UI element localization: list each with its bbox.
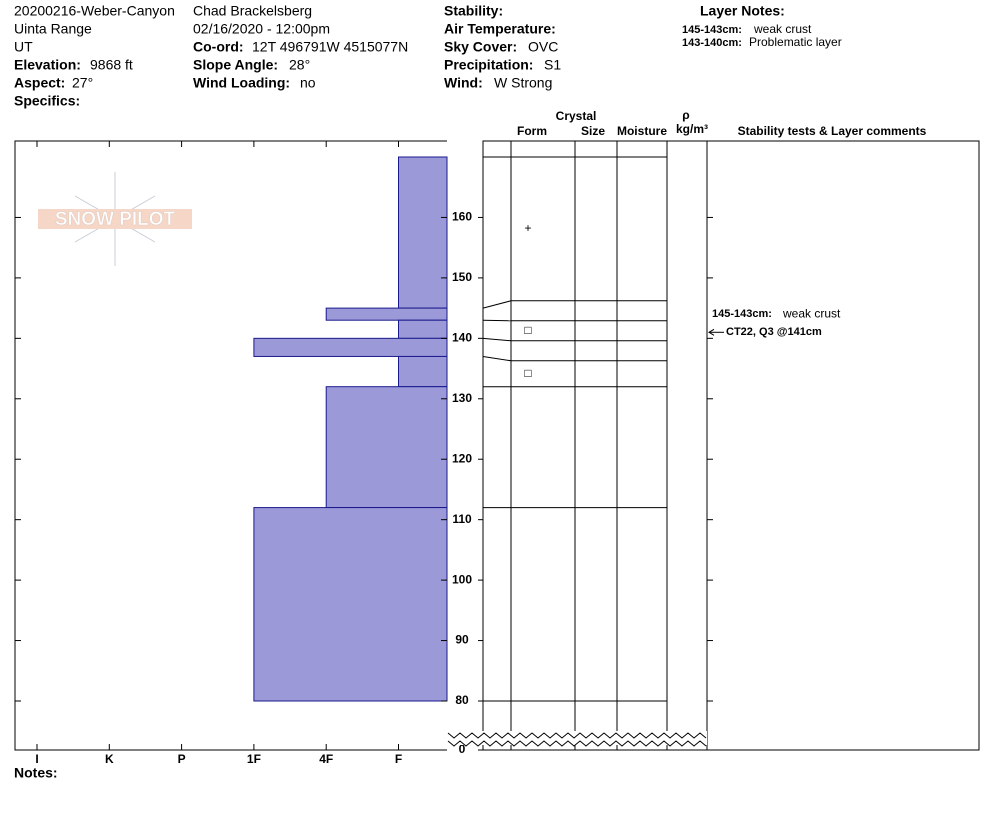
label: Air Temperature: [444, 21, 556, 37]
label: Slope Angle: [193, 57, 278, 73]
hardness-bar [325, 307, 448, 321]
x-tick-label: 4F [319, 752, 333, 766]
label: Specifics: [14, 93, 80, 109]
layer-connector [482, 355, 512, 362]
y-tick-label: 140 [452, 331, 472, 345]
value: 27° [72, 75, 93, 91]
label: Stability: [444, 3, 503, 19]
grain-form: □ [524, 366, 531, 380]
table-frame [482, 140, 980, 751]
header-crystal: Crystal [556, 109, 597, 123]
layer-connector [482, 337, 512, 342]
x-tick-label: 1F [247, 752, 261, 766]
comment-text: weak crust [782, 306, 841, 320]
grain-form: + [524, 221, 531, 235]
header-rho: ρ [682, 108, 689, 122]
note-range: 145-143cm: [682, 24, 742, 36]
label: Precipitation: [444, 57, 533, 73]
y-tick-label: 160 [452, 210, 472, 224]
label: Wind Loading: [193, 75, 290, 91]
y-tick-label: 130 [452, 391, 472, 405]
notes-label: Notes: [14, 765, 58, 781]
value: no [300, 75, 316, 91]
hardness-bar [253, 507, 448, 702]
header-size: Size [581, 124, 605, 138]
hardness-bar [398, 156, 448, 309]
panel-frame [14, 140, 447, 751]
label: Wind: [444, 75, 483, 91]
hardness-bar [398, 355, 448, 388]
state: UT [14, 39, 33, 55]
y-tick-label: 120 [452, 451, 472, 465]
value: S1 [544, 57, 561, 73]
observer: Chad Brackelsberg [193, 3, 312, 19]
value: 12T 496791W 4515077N [252, 39, 408, 55]
layer-connector [482, 319, 512, 322]
header: 20200216-Weber-Canyon Uinta Range UT Ele… [14, 3, 842, 109]
header-moisture: Moisture [617, 124, 667, 138]
value: OVC [528, 39, 558, 55]
y-tick-label: 0 [459, 742, 466, 756]
test-label: CT22, Q3 @141cm [726, 326, 822, 338]
label: Sky Cover: [444, 39, 517, 55]
pit-name: 20200216-Weber-Canyon [14, 3, 175, 19]
hardness-bar [253, 337, 448, 357]
label: Co-ord: [193, 39, 244, 55]
value: W Strong [494, 75, 552, 91]
header-density: kg/m³ [676, 122, 708, 136]
x-tick-label: P [178, 752, 186, 766]
y-tick-label: 150 [452, 270, 472, 284]
axis-break-line [447, 740, 707, 747]
header-form: Form [517, 124, 547, 138]
y-tick-label: 110 [452, 512, 472, 526]
column-headers: Crystal Form Size Moisture ρ kg/m³ Stabi… [517, 108, 927, 138]
hardness-bar [398, 319, 448, 339]
value: 9868 ft [90, 57, 133, 73]
logo: SNOW PILOT [38, 172, 192, 266]
y-tick-label: 90 [455, 633, 469, 647]
grain-form: □ [524, 323, 531, 337]
logo-text: SNOW PILOT [55, 209, 176, 230]
y-tick-label: 80 [455, 693, 469, 707]
x-tick-label: I [35, 752, 38, 766]
range: Uinta Range [14, 21, 92, 37]
axis-break-line [447, 732, 707, 739]
y-tick-label: 100 [452, 572, 472, 586]
layer-notes-title: Layer Notes: [700, 3, 785, 19]
datetime: 02/16/2020 - 12:00pm [193, 21, 330, 37]
header-comments: Stability tests & Layer comments [738, 124, 927, 138]
label: Aspect: [14, 75, 65, 91]
label: Elevation: [14, 57, 81, 73]
hardness-bar [325, 386, 448, 509]
layer-connector [482, 300, 512, 309]
test-arrowhead [708, 328, 715, 336]
comment-range: 145-143cm: [712, 308, 772, 320]
x-tick-label: K [105, 752, 114, 766]
note-text: weak crust [753, 22, 812, 36]
note-range: 143-140cm: [682, 37, 742, 49]
note-text: Problematic layer [749, 35, 842, 49]
value: 28° [289, 57, 310, 73]
x-tick-label: F [395, 752, 402, 766]
